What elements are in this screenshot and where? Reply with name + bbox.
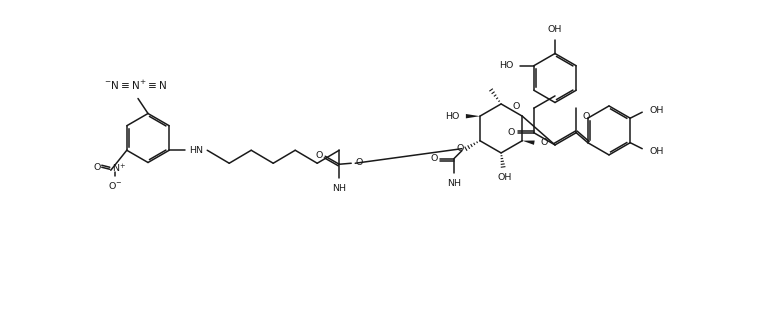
Text: HO: HO [499,61,514,70]
Text: N$^{+}$: N$^{+}$ [112,163,126,175]
Text: HN: HN [189,146,203,155]
Polygon shape [466,114,480,118]
Text: O: O [507,128,515,137]
Text: O: O [430,154,437,163]
Text: NH: NH [447,179,461,188]
Polygon shape [522,140,535,145]
Text: O$^{-}$: O$^{-}$ [107,180,122,191]
Text: O: O [540,138,548,147]
Text: O: O [582,112,590,121]
Text: O: O [94,163,100,172]
Text: O: O [355,158,363,167]
Text: OH: OH [498,173,512,182]
Text: OH: OH [548,25,562,33]
Text: O: O [315,151,323,160]
Text: $^{-}$N$\equiv$N$^{+}$$\equiv$N: $^{-}$N$\equiv$N$^{+}$$\equiv$N [104,79,168,92]
Text: O: O [456,144,463,153]
Text: O: O [512,102,519,111]
Text: OH: OH [649,106,663,115]
Text: NH: NH [332,184,346,193]
Text: OH: OH [649,147,663,156]
Text: HO: HO [446,112,460,121]
